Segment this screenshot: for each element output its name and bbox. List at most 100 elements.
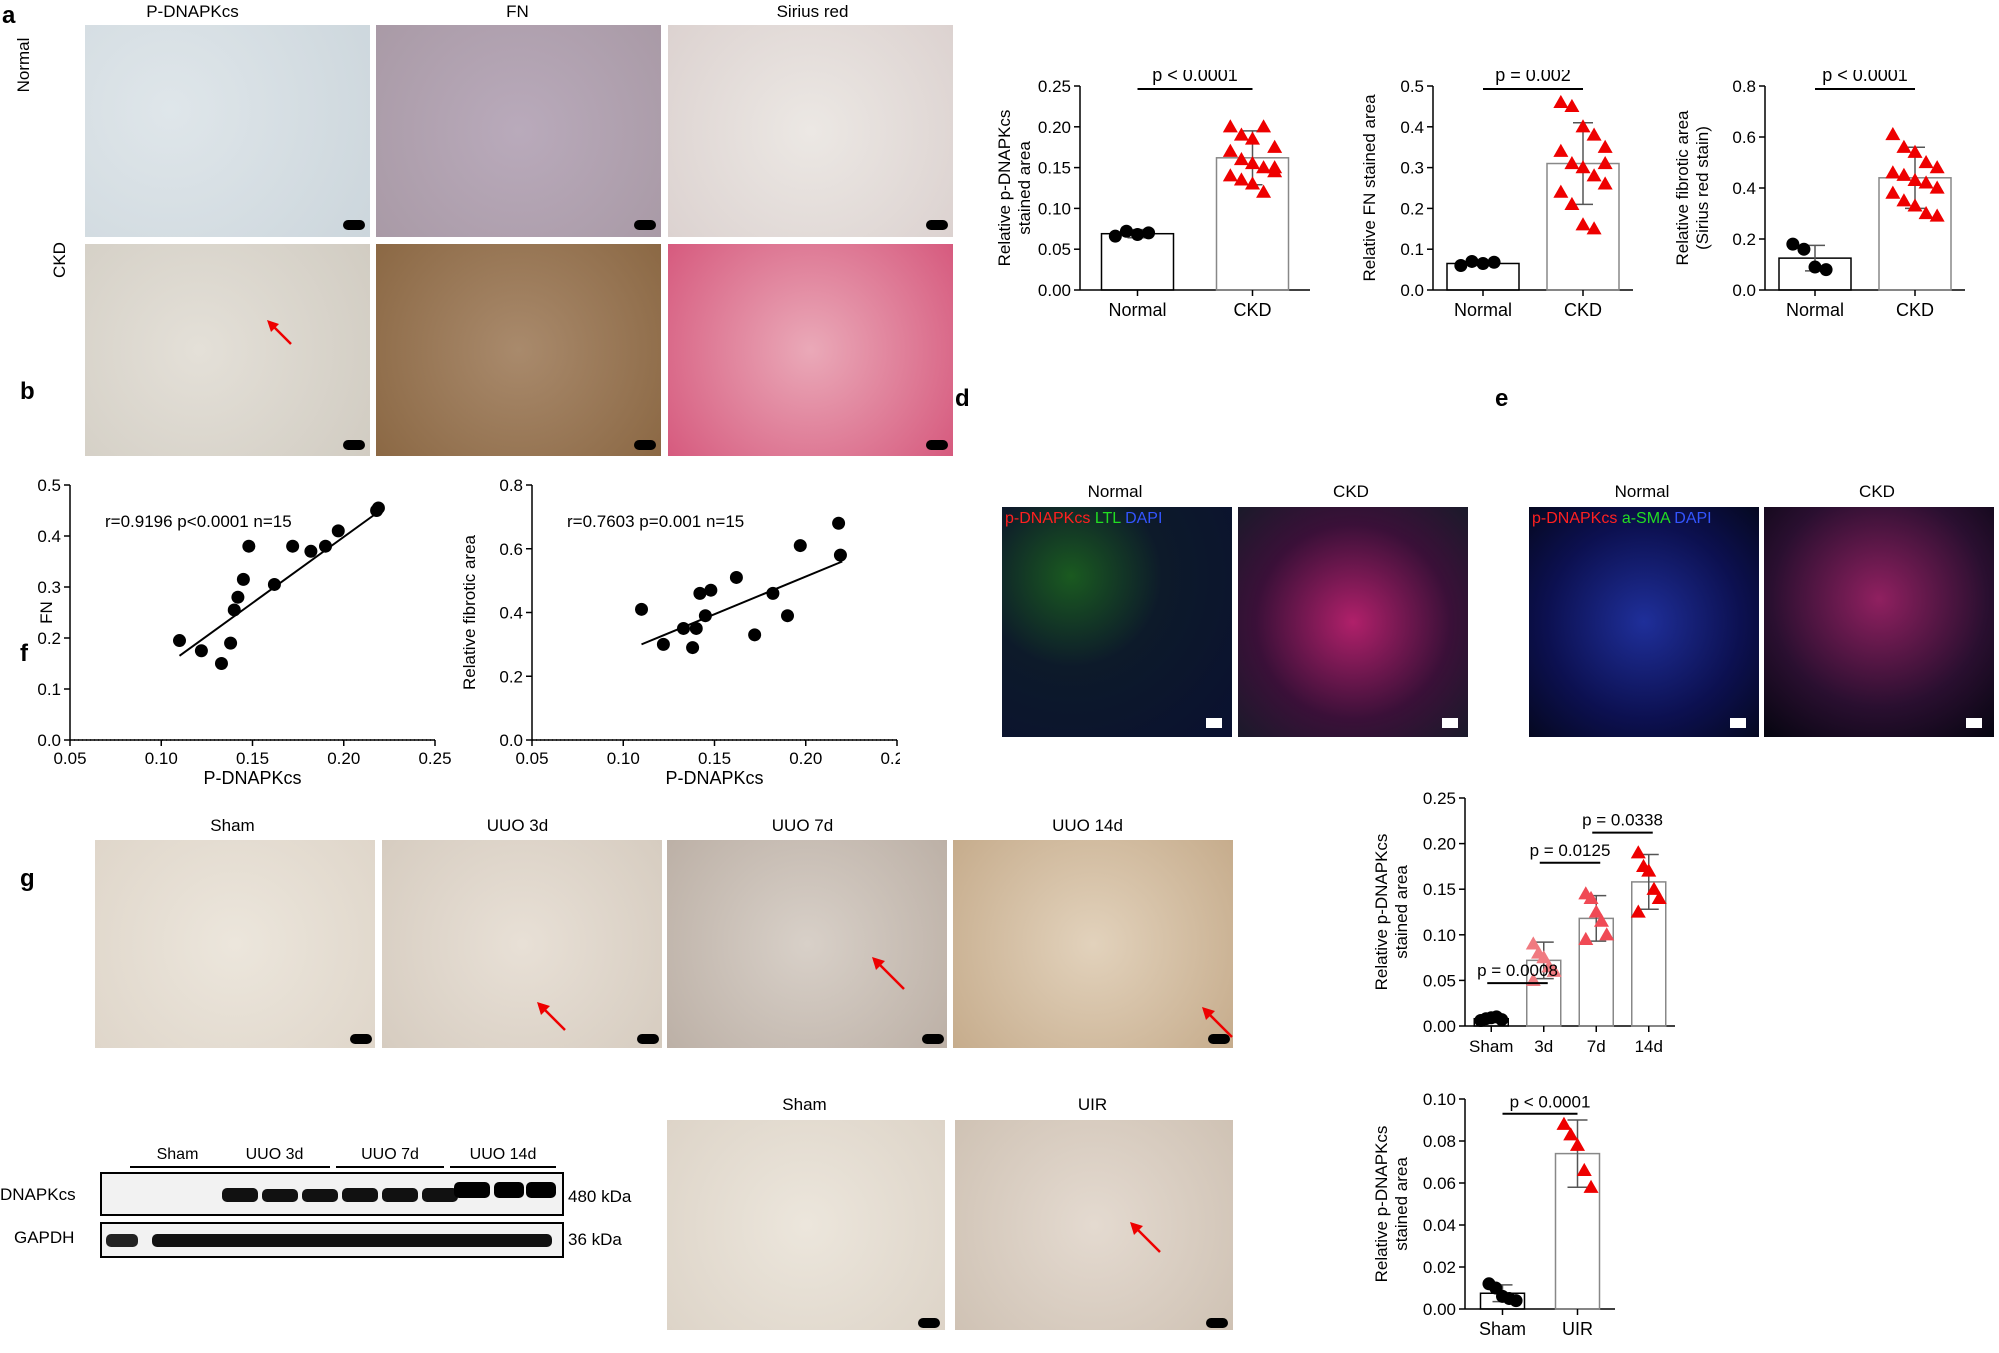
y-axis-label: Relative p-DNAPKcsstained area (995, 110, 1034, 267)
data-point (1588, 904, 1604, 918)
data-point (832, 516, 846, 530)
x-tick-label-ckd: CKD (1564, 300, 1602, 320)
scale-bar (1966, 718, 1982, 728)
y-axis-label: Relative FN stained area (1360, 94, 1379, 282)
y-tick-label: 0.8 (1732, 77, 1756, 96)
y-tick-label: 0.15 (1038, 159, 1071, 178)
regression-line (641, 560, 843, 646)
micrograph-f-sham (95, 840, 375, 1048)
y-tick-label: 0.2 (37, 629, 61, 648)
x-tick-label-sham: Sham (1479, 1319, 1526, 1339)
legend-d-ltl: LTL (1094, 510, 1121, 527)
if-image-d-ckd (1238, 507, 1468, 737)
column-label-h-uir: UIR (1077, 1095, 1108, 1114)
if-image-e-normal (1529, 507, 1759, 737)
data-point (224, 636, 238, 650)
data-point (1907, 172, 1923, 186)
x-tick-label-sham: Sham (1469, 1037, 1513, 1056)
y-tick-label: 0.00 (1423, 1017, 1456, 1036)
data-point (686, 641, 700, 655)
y-tick-label: 0.05 (1038, 240, 1071, 259)
data-point (1583, 890, 1599, 904)
x-axis-label: P-DNAPKcs (203, 768, 301, 788)
column-label-e-normal: Normal (1614, 482, 1670, 501)
y-tick-label: 0.1 (37, 680, 61, 699)
y-tick-label: 0.2 (1732, 230, 1756, 249)
data-point (1556, 1116, 1572, 1130)
data-point (704, 583, 718, 597)
y-axis-label-line: stained area (1015, 141, 1034, 235)
data-point (1599, 927, 1615, 941)
wb-size-480: 480 kDa (568, 1187, 632, 1206)
y-tick-label: 0.3 (1400, 159, 1424, 178)
row-label-ckd: CKD (50, 242, 69, 278)
scale-bar (1208, 1034, 1230, 1044)
data-point (1896, 139, 1912, 153)
data-point (1546, 963, 1562, 977)
legend-d-p-dnapkcs: p-DNAPKcs (1005, 510, 1091, 527)
data-point (1586, 168, 1602, 182)
y-tick-label: 0.3 (37, 578, 61, 597)
x-tick-label-14d: 14d (1635, 1037, 1663, 1056)
panel-letter-e: e (1495, 385, 1509, 412)
y-tick-label: 0.4 (1732, 179, 1756, 198)
x-tick-label-uir: UIR (1562, 1319, 1593, 1339)
panel-letter-f: f (20, 640, 28, 667)
y-axis-label-line: Relative p-DNAPKcs (995, 110, 1014, 267)
data-point (1564, 156, 1580, 170)
data-point (1885, 165, 1901, 179)
y-axis-label-line: Relative p-DNAPKcs (1372, 1126, 1391, 1283)
data-point (1245, 156, 1260, 170)
micrograph-normal-sirius-red (668, 25, 953, 237)
data-point (1918, 206, 1934, 220)
data-point (1476, 256, 1490, 270)
data-point (1797, 242, 1811, 256)
x-tick-label: 0.20 (789, 749, 822, 768)
panel-letter-a: a (2, 2, 16, 29)
y-tick-label: 0.6 (1732, 128, 1756, 147)
wb-size-36: 36 kDa (568, 1230, 622, 1249)
scale-bar (918, 1318, 940, 1328)
data-point (267, 577, 281, 591)
data-point (1564, 196, 1580, 210)
wb-bands-gapdh (106, 1234, 552, 1247)
red-arrow-icon (1202, 1007, 1233, 1038)
y-tick-label: 0.0 (1400, 281, 1424, 300)
scale-bar (926, 440, 948, 450)
p-value-annotation: p < 0.0001 (1822, 70, 1908, 85)
wb-blot-dnapkcs (100, 1172, 564, 1216)
y-tick-label: 0.02 (1423, 1258, 1456, 1277)
data-point (1575, 119, 1591, 133)
micrograph-normal-p-dnapkcs (85, 25, 370, 237)
y-tick-label: 0.08 (1423, 1132, 1456, 1151)
data-point (1267, 139, 1283, 153)
if-image-d-normal (1002, 507, 1232, 737)
data-point (214, 657, 228, 670)
data-point (1222, 168, 1238, 182)
bar-normal (1100, 232, 1175, 291)
data-point (1918, 155, 1934, 169)
data-point (194, 644, 208, 658)
column-label-h-sham: Sham (782, 1095, 827, 1114)
data-point (1808, 260, 1822, 274)
data-point (1597, 156, 1613, 170)
y-tick-label: 0.10 (1423, 926, 1456, 945)
y-tick-label: 0.0 (37, 731, 61, 750)
data-point (1495, 1013, 1509, 1027)
data-point (1222, 143, 1238, 157)
row-label-normal: Normal (14, 37, 33, 93)
scale-bar (343, 220, 365, 230)
data-point (1256, 119, 1272, 133)
y-tick-label: 0.1 (1400, 240, 1424, 259)
column-label-f-uuo-14d: UUO 14d (1052, 816, 1123, 835)
legend-e: p-DNAPKcs a-SMA DAPI (1532, 510, 1712, 528)
data-point (1885, 185, 1901, 199)
chart-c-scatter: 0.0 0.2 0.4 0.6 0.8 Relative fibrotic area 0.0… (460, 476, 900, 788)
data-point (1553, 184, 1569, 198)
y-tick-label: 0.25 (1038, 77, 1071, 96)
wb-row-label-dnapkcs: DNAPKcs (0, 1185, 76, 1204)
data-point (1575, 160, 1591, 174)
data-point (1454, 259, 1468, 273)
column-label-d-ckd: CKD (1333, 482, 1369, 501)
data-point (304, 544, 318, 558)
